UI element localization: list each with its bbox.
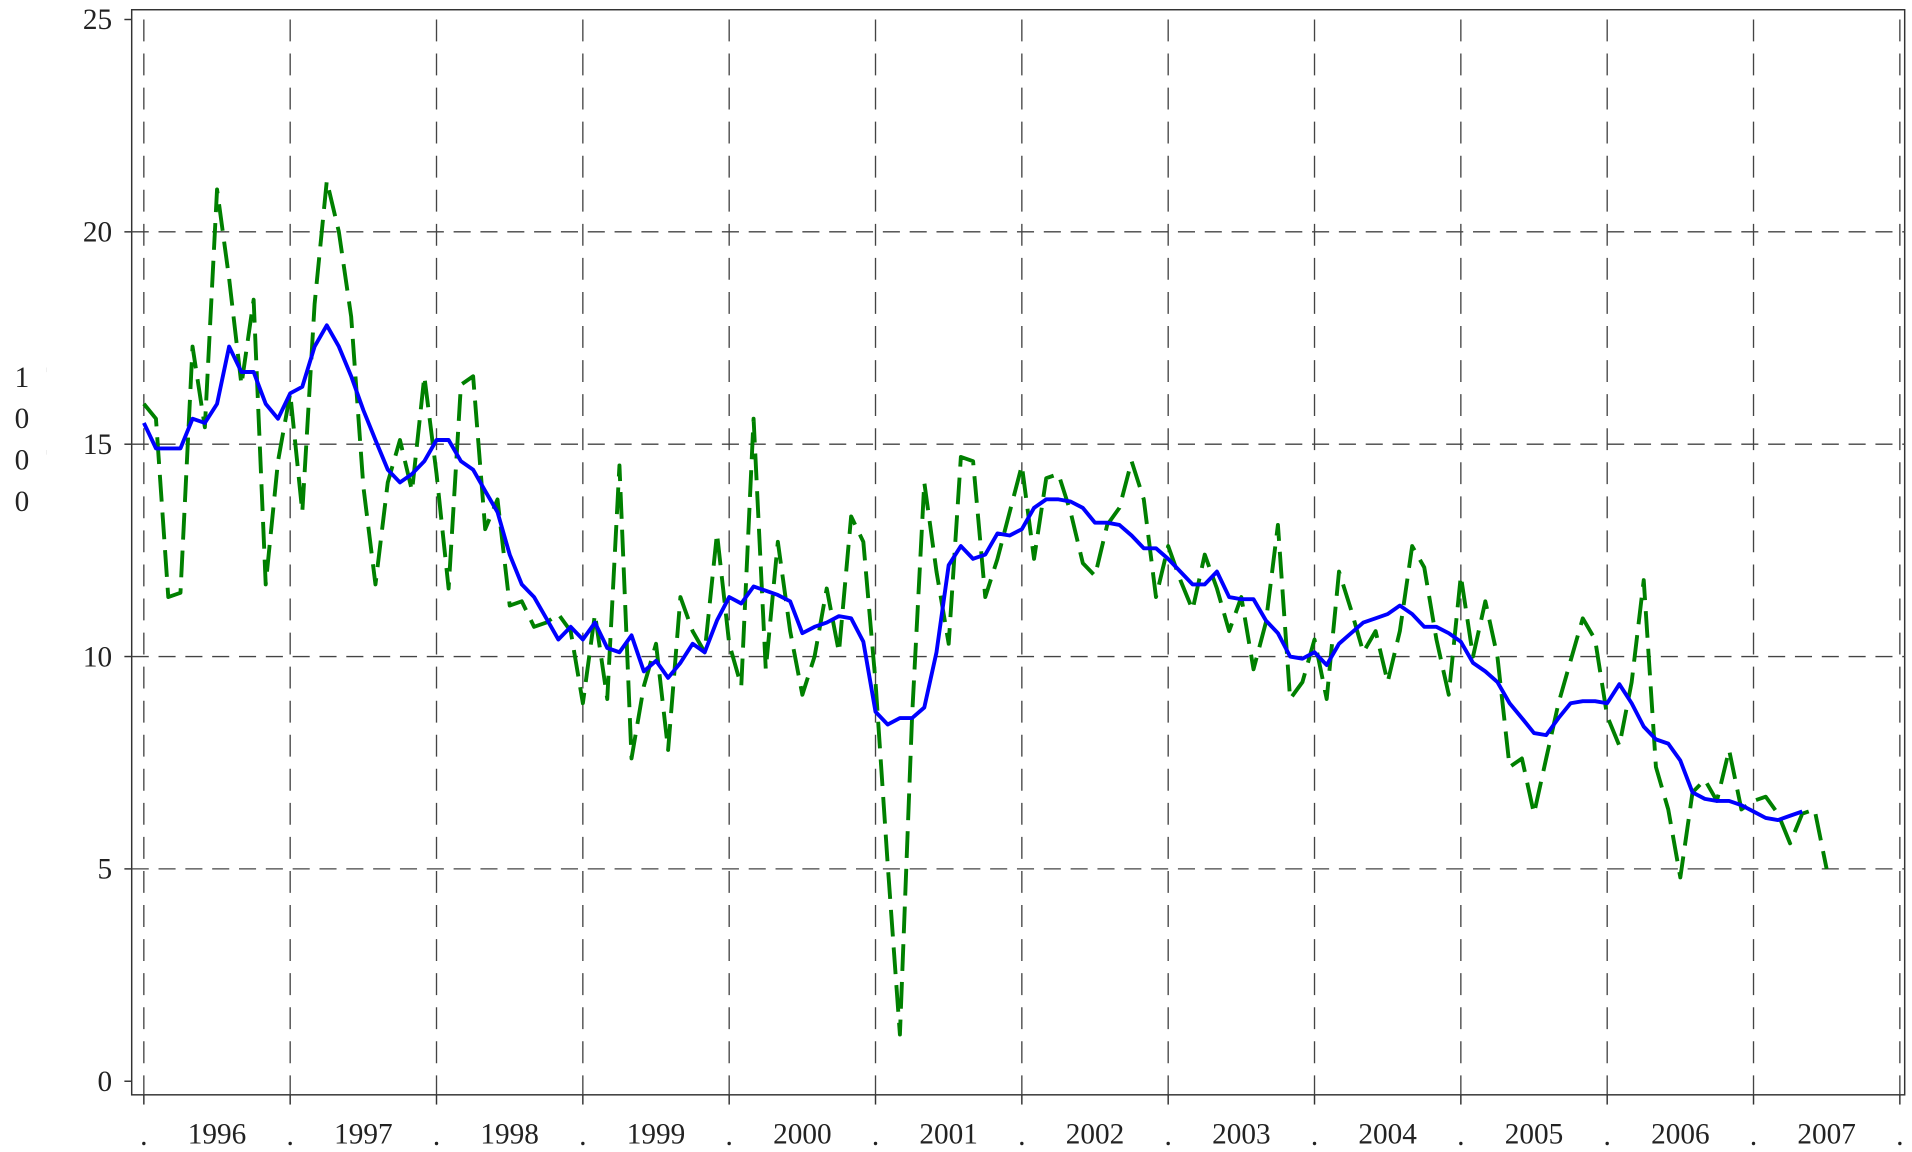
series-line xyxy=(142,323,1803,822)
y-tick-label: 25 xyxy=(83,4,112,36)
x-tick-label: 2007 xyxy=(1797,1119,1856,1151)
year-dot xyxy=(1898,1141,1902,1146)
year-dot xyxy=(1751,1141,1756,1146)
year-dot xyxy=(581,1141,585,1146)
year-dot xyxy=(434,1141,439,1146)
x-tick-label: 1997 xyxy=(334,1119,393,1151)
year-dot xyxy=(1459,1141,1463,1146)
year-dot xyxy=(727,1141,731,1146)
year-dot xyxy=(1312,1141,1317,1146)
x-tick-label: 2000 xyxy=(773,1119,832,1151)
x-tick-label: 1999 xyxy=(627,1119,686,1151)
y-tick-label: 15 xyxy=(83,429,112,461)
plot-frame xyxy=(130,9,1906,1096)
y-tick-label: 0 xyxy=(98,1066,113,1098)
y-tick-label: 20 xyxy=(83,217,112,249)
year-dot xyxy=(1605,1141,1609,1146)
x-tick-label: 2004 xyxy=(1358,1119,1417,1151)
x-tick-label: 2005 xyxy=(1505,1119,1564,1151)
year-dot xyxy=(873,1141,878,1146)
y-label-box: 1000 TETES xyxy=(6,362,47,570)
year-dot xyxy=(1020,1141,1024,1146)
year-dot xyxy=(142,1141,146,1146)
year-dot xyxy=(288,1141,292,1146)
series-line xyxy=(142,178,1829,1037)
x-tick-label: 2002 xyxy=(1066,1119,1125,1151)
x-tick-label: 1998 xyxy=(480,1119,539,1151)
year-dot xyxy=(1166,1141,1170,1146)
y-tick-label: 10 xyxy=(83,641,112,673)
x-tick-label: 2003 xyxy=(1212,1119,1271,1151)
y-axis-label: 1000 TETES xyxy=(6,362,47,570)
x-tick-label: 2001 xyxy=(919,1119,978,1151)
x-tick-label: 2006 xyxy=(1651,1119,1710,1151)
x-tick-label: 1996 xyxy=(188,1119,247,1151)
y-tick-label: 5 xyxy=(98,854,113,886)
